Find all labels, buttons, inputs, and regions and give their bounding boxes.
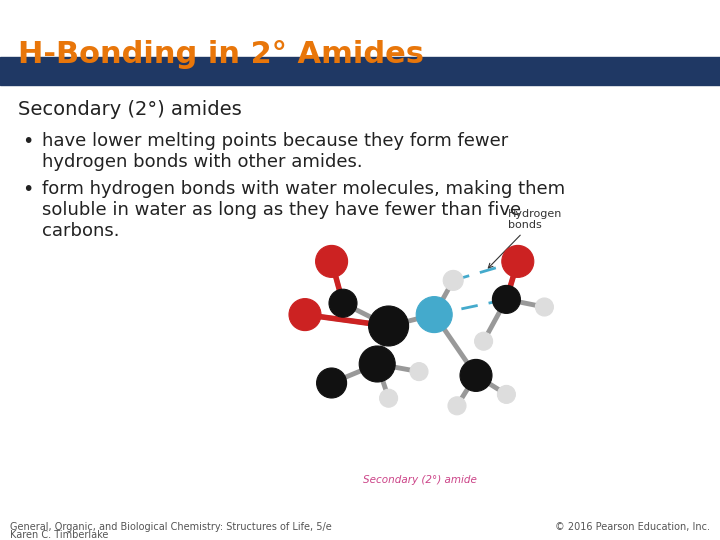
Circle shape (379, 389, 397, 407)
Circle shape (498, 386, 516, 403)
Circle shape (359, 346, 395, 382)
Circle shape (444, 271, 463, 291)
Text: Secondary (2°) amide: Secondary (2°) amide (363, 475, 477, 485)
Text: General, Organic, and Biological Chemistry: Structures of Life, 5/e: General, Organic, and Biological Chemist… (10, 522, 332, 532)
Circle shape (474, 332, 492, 350)
Text: © 2016 Pearson Education, Inc.: © 2016 Pearson Education, Inc. (555, 522, 710, 532)
Bar (0, 57, 720, 85)
Circle shape (289, 299, 321, 330)
Circle shape (317, 368, 346, 398)
Circle shape (416, 296, 452, 333)
Circle shape (492, 286, 521, 313)
Circle shape (329, 289, 357, 317)
Text: •: • (22, 180, 33, 199)
Text: form hydrogen bonds with water molecules, making them: form hydrogen bonds with water molecules… (42, 180, 565, 198)
Circle shape (502, 245, 534, 278)
Circle shape (315, 245, 348, 278)
Text: carbons.: carbons. (42, 222, 120, 240)
Text: Hydrogen
bonds: Hydrogen bonds (488, 209, 562, 268)
Circle shape (410, 362, 428, 381)
Circle shape (448, 397, 466, 415)
Text: Karen C. Timberlake: Karen C. Timberlake (10, 530, 109, 540)
Circle shape (460, 360, 492, 392)
Text: •: • (22, 132, 33, 151)
Circle shape (369, 306, 409, 346)
Text: have lower melting points because they form fewer: have lower melting points because they f… (42, 132, 508, 150)
Text: H-Bonding in 2° Amides: H-Bonding in 2° Amides (18, 40, 424, 69)
Text: hydrogen bonds with other amides.: hydrogen bonds with other amides. (42, 153, 363, 171)
Text: Secondary (2°) amides: Secondary (2°) amides (18, 100, 242, 119)
Circle shape (536, 298, 554, 316)
Text: soluble in water as long as they have fewer than five: soluble in water as long as they have fe… (42, 201, 521, 219)
